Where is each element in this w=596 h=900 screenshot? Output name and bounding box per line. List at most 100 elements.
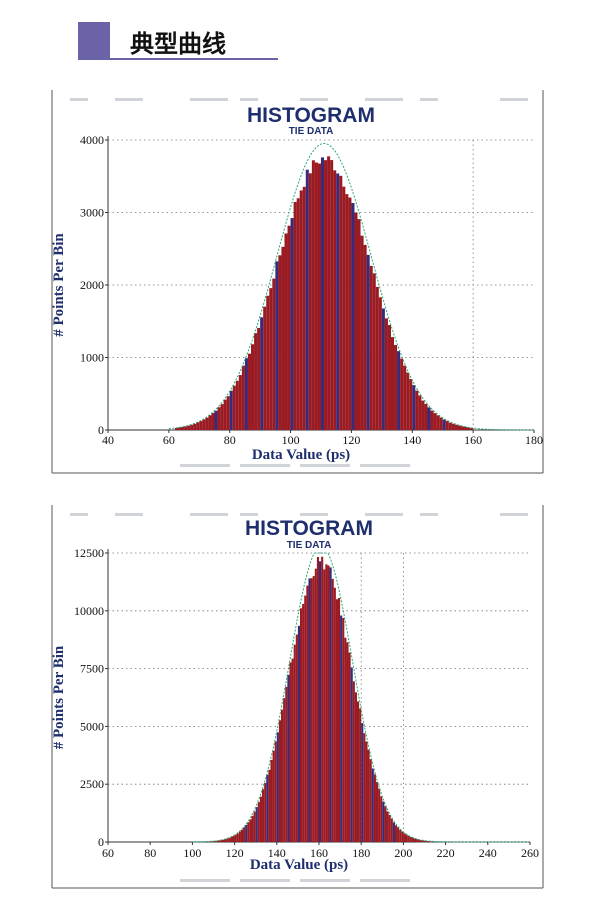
histogram-bar (346, 642, 349, 842)
histogram-bar (259, 796, 263, 842)
histogram-bar (388, 814, 391, 842)
faint-readout (180, 464, 230, 467)
histogram-bar (211, 412, 215, 430)
histogram-bar (324, 160, 328, 430)
histogram-bar (360, 235, 364, 430)
histogram-bar (295, 634, 298, 842)
histogram-bar (238, 831, 241, 842)
histogram-bar (442, 419, 446, 430)
histogram-bar (299, 190, 303, 430)
histogram-bar (406, 372, 410, 430)
histogram-bar (416, 839, 419, 842)
x-tick-label: 160 (310, 846, 328, 860)
histogram-bar (331, 578, 334, 842)
histogram-bar (291, 658, 294, 842)
histogram-bar (247, 353, 252, 430)
histogram-bar (316, 557, 319, 842)
histogram-bar (245, 824, 248, 842)
histogram-bar (392, 822, 395, 842)
histogram-bar (304, 595, 307, 842)
x-tick-label: 140 (403, 433, 421, 447)
histogram-bar (254, 333, 258, 430)
histogram-bar (243, 827, 246, 842)
histogram-bar (363, 733, 366, 842)
histogram-bar (371, 768, 374, 842)
histogram-bar (387, 325, 391, 430)
faint-readout (190, 513, 228, 516)
histogram-bar (220, 404, 224, 430)
histogram-bar (409, 379, 413, 430)
histogram-bar (411, 837, 414, 842)
histogram-bar (296, 198, 300, 430)
histogram-bar (293, 644, 296, 842)
histogram-bar (281, 246, 285, 430)
histogram-bar (457, 425, 461, 430)
histogram-bar (193, 423, 197, 430)
histogram-bar (202, 419, 206, 430)
histogram-bar (422, 840, 425, 842)
y-tick-label: 7500 (80, 662, 104, 676)
histogram-bar (177, 427, 182, 430)
histogram-bar (365, 741, 368, 842)
histogram-bar (427, 407, 431, 430)
faint-readout (240, 98, 258, 101)
histogram-bar (244, 358, 248, 430)
histogram-bar (312, 575, 315, 842)
faint-readout (115, 513, 143, 516)
y-axis-label: # Points Per Bin (51, 645, 67, 749)
histogram-bar (278, 255, 282, 430)
faint-readout (70, 513, 88, 516)
histogram-bar (325, 564, 328, 842)
histogram-bar (375, 286, 379, 430)
chart-subtitle: TIE DATA (287, 540, 332, 551)
histogram-bar (260, 317, 264, 430)
x-tick-label: 160 (464, 433, 482, 447)
histogram-bar (300, 608, 303, 842)
faint-readout (300, 464, 350, 467)
faint-readout (420, 98, 438, 101)
histogram-bar (199, 421, 203, 430)
histogram-bar (384, 318, 388, 430)
x-tick-label: 220 (437, 846, 455, 860)
histogram-bar (372, 273, 376, 430)
histogram-bar (399, 829, 402, 842)
header-accent-block (78, 22, 110, 58)
x-tick-label: 100 (183, 846, 201, 860)
faint-readout (360, 879, 410, 882)
histogram-bar (337, 598, 341, 842)
chart-title: HISTOGRAM (245, 517, 373, 540)
histogram-bar (470, 427, 474, 430)
x-tick-label: 100 (282, 433, 300, 447)
histogram-bar (290, 218, 294, 430)
histogram-bar (397, 351, 401, 430)
faint-readout (365, 98, 403, 101)
histogram-bar (378, 788, 381, 842)
histogram-bar (230, 836, 233, 842)
histogram-bar (386, 811, 389, 842)
histogram-bar (208, 415, 212, 430)
histogram-bar (217, 840, 220, 842)
histogram-bar (297, 625, 301, 842)
histogram-bar (390, 337, 395, 430)
x-tick-label: 180 (525, 433, 543, 447)
histogram-bar (283, 698, 286, 842)
histogram-bar (436, 415, 440, 430)
y-tick-label: 0 (98, 835, 104, 849)
histogram-bar (266, 774, 269, 842)
faint-readout (365, 513, 403, 516)
histogram-bar (235, 380, 239, 430)
histogram-bar (196, 422, 200, 430)
y-tick-label: 10000 (74, 604, 104, 618)
y-tick-label: 2000 (80, 278, 104, 292)
histogram-bar (454, 424, 458, 430)
histogram-bar (272, 278, 276, 430)
x-tick-label: 80 (224, 433, 236, 447)
x-tick-label: 180 (352, 846, 370, 860)
x-tick-label: 120 (226, 846, 244, 860)
histogram-bar (229, 390, 233, 430)
histogram-bar (329, 567, 332, 842)
histogram-bar (263, 306, 267, 430)
histogram-bar (333, 170, 337, 430)
x-tick-label: 200 (394, 846, 412, 860)
